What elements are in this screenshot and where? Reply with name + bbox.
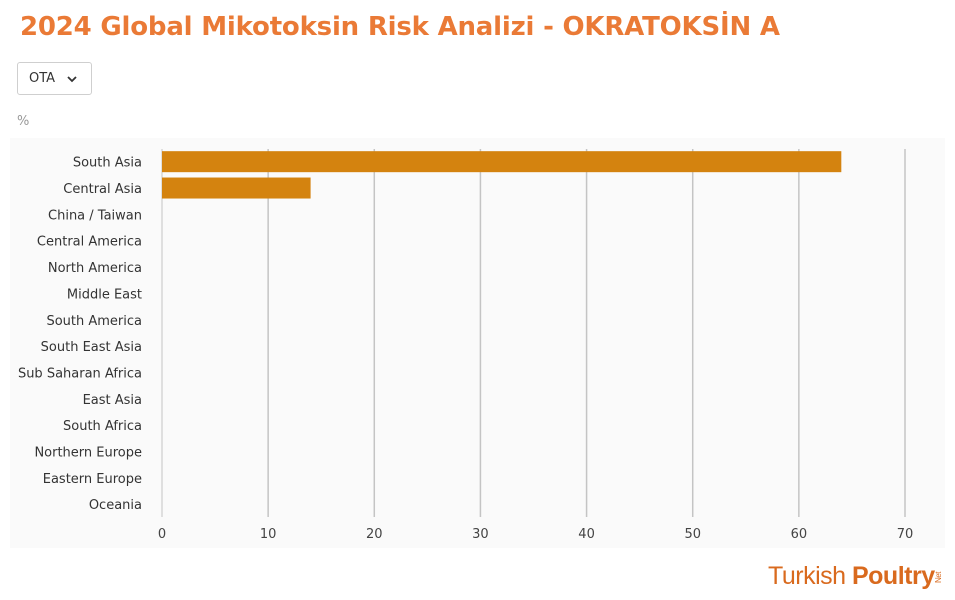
unit-label: %: [17, 114, 30, 129]
y-category-label: South America: [46, 314, 142, 329]
x-tick-label: 50: [684, 527, 701, 542]
x-tick-label: 0: [158, 527, 166, 542]
x-tick-label: 60: [791, 527, 808, 542]
x-tick-label: 10: [260, 527, 277, 542]
y-category-label: East Asia: [83, 393, 142, 408]
y-category-label: North America: [48, 261, 142, 276]
y-category-label: Northern Europe: [34, 446, 142, 461]
bar: [162, 151, 842, 173]
x-tick-label: 70: [897, 527, 914, 542]
y-category-label: Middle East: [67, 287, 142, 302]
y-category-label: Sub Saharan Africa: [18, 366, 142, 381]
x-tick-label: 40: [578, 527, 595, 542]
y-category-label: South Asia: [73, 156, 142, 171]
chevron-down-icon: [67, 76, 77, 83]
turkish-poultry-logo: Turkish PoultryNet: [768, 562, 943, 590]
toxin-select-dropdown[interactable]: OTA: [17, 62, 92, 95]
y-category-label: Central America: [37, 235, 142, 250]
x-tick-label: 30: [472, 527, 489, 542]
y-category-label: China / Taiwan: [48, 208, 142, 223]
y-category-label: Eastern Europe: [43, 472, 142, 487]
bar: [162, 177, 311, 199]
y-category-label: Oceania: [89, 498, 142, 513]
dropdown-selected-value: OTA: [29, 71, 56, 86]
y-category-label: Central Asia: [63, 182, 142, 197]
y-category-label: South East Asia: [41, 340, 142, 355]
chart-background: [10, 138, 945, 548]
y-category-label: South Africa: [63, 419, 142, 434]
x-tick-label: 20: [366, 527, 383, 542]
page-title: 2024 Global Mikotoksin Risk Analizi - OK…: [20, 12, 780, 42]
